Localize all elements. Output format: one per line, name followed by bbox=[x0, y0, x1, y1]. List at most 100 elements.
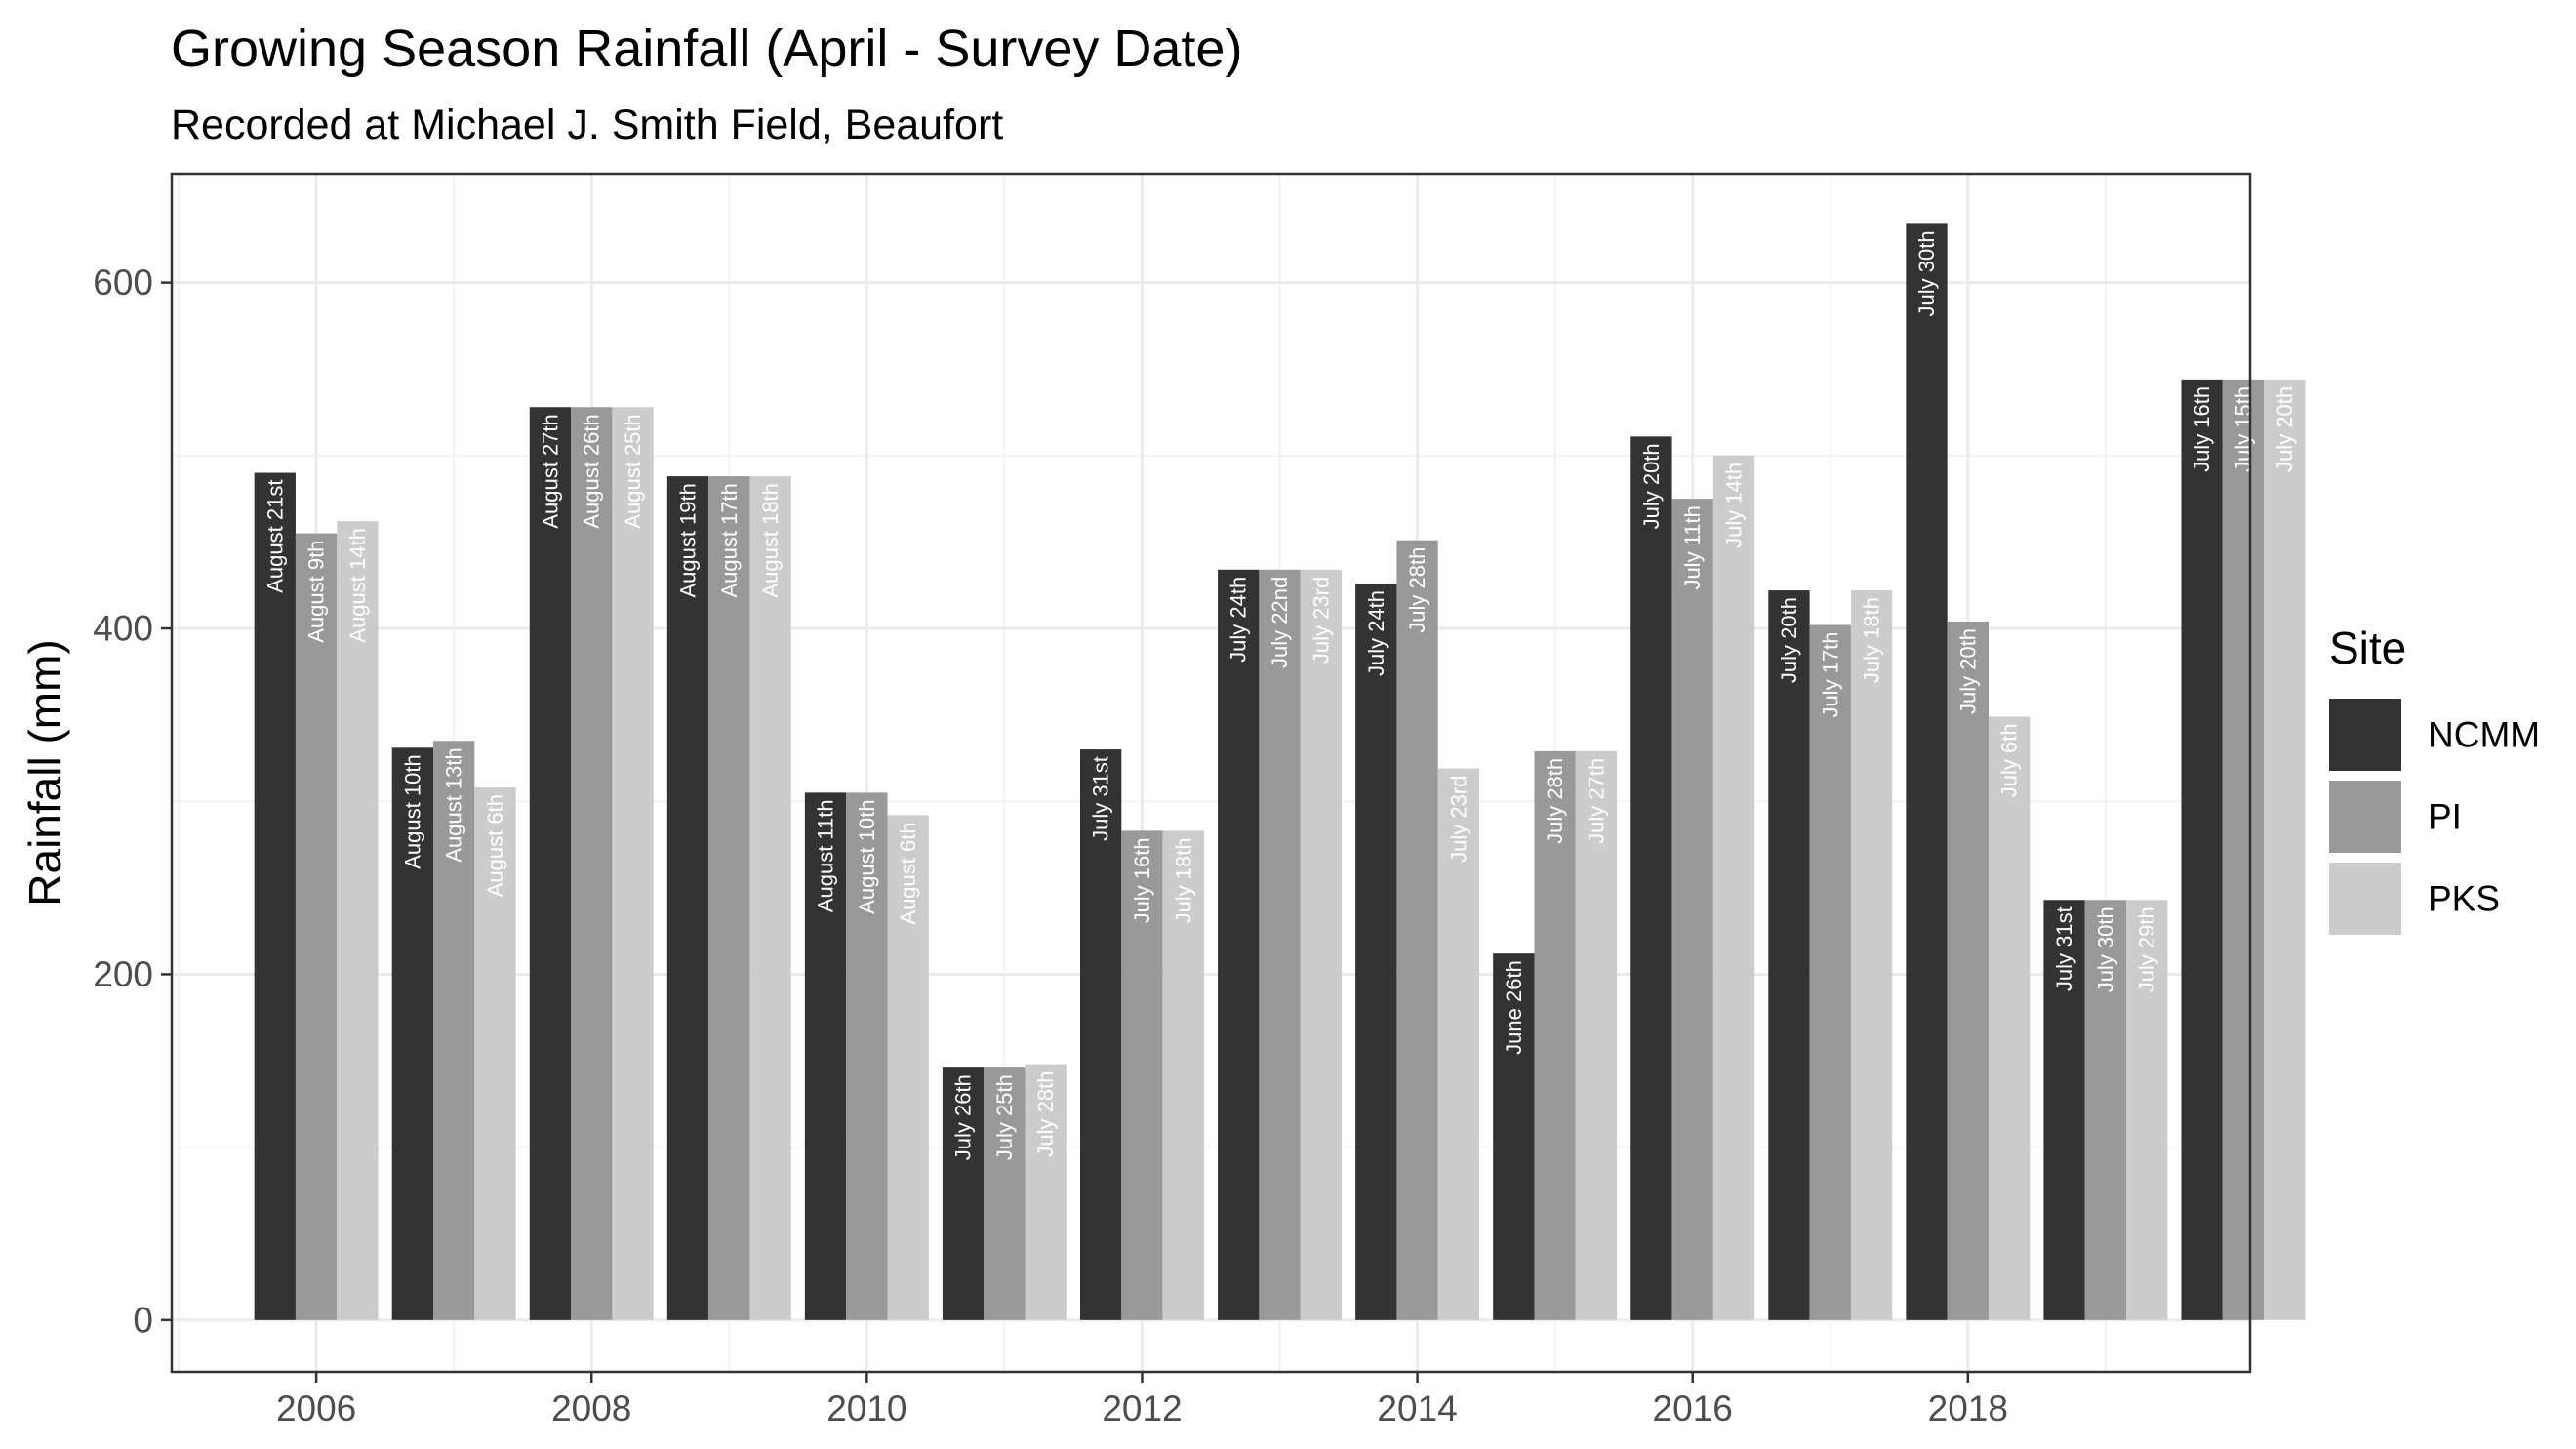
bar bbox=[433, 741, 475, 1320]
bar bbox=[1671, 499, 1713, 1320]
legend-items: NCMM PI PKS bbox=[2329, 699, 2540, 935]
legend: Site NCMM PI PKS bbox=[2329, 623, 2540, 935]
bar bbox=[2126, 900, 2168, 1320]
bar bbox=[984, 1067, 1026, 1320]
bar-data-label: July 24th bbox=[1227, 577, 1251, 663]
bar-data-label: July 20th bbox=[2273, 386, 2297, 472]
bar-data-label: July 15th bbox=[2231, 386, 2255, 472]
bar-data-label: July 11th bbox=[1680, 505, 1705, 589]
bar bbox=[708, 476, 750, 1320]
bar bbox=[666, 476, 709, 1320]
legend-label: NCMM bbox=[2428, 715, 2540, 755]
bar bbox=[1396, 540, 1438, 1320]
bar bbox=[612, 407, 654, 1320]
bar bbox=[254, 472, 296, 1320]
panel-border bbox=[170, 172, 2252, 1374]
bar-data-label: July 25th bbox=[992, 1074, 1017, 1160]
legend-title: Site bbox=[2329, 623, 2406, 673]
bar bbox=[1218, 569, 1260, 1320]
bar bbox=[2084, 900, 2127, 1320]
y-tick-label: 200 bbox=[93, 954, 153, 994]
x-tick-label: 2012 bbox=[1102, 1389, 1182, 1429]
bar-data-label: July 14th bbox=[1722, 463, 1747, 548]
legend-key bbox=[2329, 699, 2401, 771]
chart-subtitle: Recorded at Michael J. Smith Field, Beau… bbox=[171, 101, 1003, 148]
bar-data-label: July 17th bbox=[1818, 631, 1842, 717]
bar-data-label: August 27th bbox=[538, 414, 562, 528]
bar bbox=[2222, 379, 2265, 1320]
bar-data-label: July 16th bbox=[1130, 837, 1154, 923]
bar bbox=[749, 476, 791, 1320]
y-tick-label: 0 bbox=[133, 1300, 153, 1340]
bar-data-label: August 18th bbox=[758, 483, 783, 597]
y-tick-label: 400 bbox=[93, 609, 153, 649]
bar bbox=[804, 792, 847, 1320]
y-axis-title: Rainfall (mm) bbox=[20, 639, 70, 906]
bar-data-label: July 28th bbox=[1543, 758, 1567, 844]
bar bbox=[846, 792, 888, 1320]
bar-data-label: July 28th bbox=[1033, 1071, 1058, 1157]
x-tick-label: 2018 bbox=[1928, 1389, 2008, 1429]
bar bbox=[1988, 716, 2031, 1320]
bar bbox=[1025, 1064, 1067, 1320]
bar bbox=[1121, 830, 1163, 1320]
bar-data-label: July 23rd bbox=[1308, 577, 1333, 664]
bar-data-label: August 17th bbox=[717, 483, 742, 597]
x-axis: 2006 2008 2010 2012 2014 2016 2018 bbox=[276, 1372, 2008, 1429]
bar-data-label: August 13th bbox=[442, 747, 466, 862]
bar bbox=[2043, 900, 2085, 1320]
bar-data-label: July 18th bbox=[1860, 597, 1884, 683]
x-tick-label: 2010 bbox=[826, 1389, 906, 1429]
x-tick-label: 2014 bbox=[1377, 1389, 1457, 1429]
bar bbox=[1162, 830, 1204, 1320]
bar-data-label: June 26th bbox=[1502, 960, 1526, 1055]
bar bbox=[1712, 455, 1755, 1320]
bar-data-label: July 30th bbox=[2093, 906, 2117, 992]
bar-data-label: August 19th bbox=[675, 483, 700, 597]
bar bbox=[337, 521, 379, 1320]
bar bbox=[529, 407, 572, 1320]
bar-data-label: July 16th bbox=[2190, 386, 2214, 472]
bar bbox=[1947, 621, 1989, 1320]
bar bbox=[295, 533, 338, 1320]
y-tick-label: 600 bbox=[93, 262, 153, 302]
bars bbox=[254, 223, 2306, 1320]
bar-data-label: August 10th bbox=[400, 754, 424, 868]
bar bbox=[474, 787, 516, 1320]
bar-data-label: August 26th bbox=[580, 414, 604, 528]
x-tick-label: 2016 bbox=[1653, 1389, 1733, 1429]
bar bbox=[1493, 953, 1535, 1320]
bar-data-label: July 20th bbox=[1777, 597, 1801, 683]
bar bbox=[1575, 750, 1618, 1320]
bar bbox=[1300, 569, 1343, 1320]
legend-key bbox=[2329, 863, 2401, 935]
bar-data-label: July 20th bbox=[1639, 443, 1664, 529]
legend-label: PKS bbox=[2428, 879, 2500, 919]
bar-data-label: July 27th bbox=[1584, 758, 1608, 844]
bar bbox=[1079, 749, 1122, 1320]
bar-data-label: July 31st bbox=[1089, 756, 1113, 841]
bar-data-label: July 18th bbox=[1171, 837, 1195, 923]
bar-data-label: August 14th bbox=[345, 528, 370, 642]
bar-data-label: July 20th bbox=[1955, 628, 1980, 714]
legend-label: PI bbox=[2428, 797, 2462, 837]
legend-key bbox=[2329, 781, 2401, 853]
bar bbox=[1534, 750, 1576, 1320]
bar bbox=[1906, 223, 1948, 1320]
bar-data-label: August 21st bbox=[262, 480, 287, 593]
bar bbox=[1630, 436, 1672, 1320]
bar bbox=[1259, 569, 1301, 1320]
chart-title: Growing Season Rainfall (April - Survey … bbox=[171, 20, 1242, 78]
bar bbox=[1768, 590, 1810, 1320]
bar-data-label: July 23rd bbox=[1446, 776, 1470, 863]
bar bbox=[1850, 590, 1893, 1320]
panel-background bbox=[172, 174, 2250, 1372]
bar-data-label: August 10th bbox=[855, 799, 879, 913]
bar-data-label: July 30th bbox=[1914, 230, 1939, 316]
bar bbox=[1355, 583, 1397, 1320]
bar-data-label: July 24th bbox=[1364, 590, 1389, 676]
plot-panel: August 21st August 9th August 14th August 1… bbox=[170, 172, 2306, 1374]
y-axis: 0 200 400 600 bbox=[93, 262, 172, 1340]
x-tick-label: 2008 bbox=[551, 1389, 631, 1429]
bar-data-label: August 6th bbox=[483, 794, 507, 897]
